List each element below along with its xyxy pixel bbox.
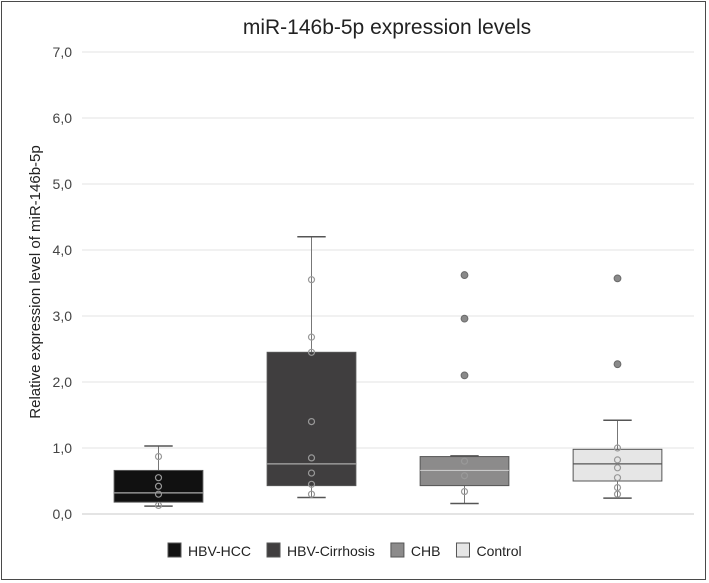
data-point [154, 474, 163, 482]
outlier-point [613, 360, 622, 369]
outlier-point [613, 274, 622, 283]
legend-item: HBV-HCC [167, 542, 251, 559]
data-point [307, 333, 316, 341]
data-point [307, 454, 316, 462]
legend-item: HBV-Cirrhosis [266, 542, 375, 559]
box-series [113, 236, 663, 510]
box-hbv-hcc [113, 445, 204, 510]
legend-swatch [266, 542, 281, 558]
outlier-point [460, 371, 469, 380]
y-axis-label: Relative expression level of miR-146b-5p [27, 145, 44, 418]
legend-swatch [167, 542, 182, 558]
legend-swatch [455, 542, 470, 558]
data-point [460, 457, 469, 465]
box-hbv-cirrhosis [266, 236, 357, 499]
legend-label: HBV-Cirrhosis [287, 543, 375, 559]
y-tick-label: 0,0 [53, 506, 73, 522]
data-point [613, 490, 622, 498]
box-control [572, 274, 663, 499]
data-point [154, 482, 163, 490]
legend-label: HBV-HCC [188, 543, 251, 559]
y-axis-ticks: 0,0 1,0 2,0 3,0 4,0 5,0 6,0 7,0 [53, 44, 73, 522]
legend: HBV-HCC HBV-Cirrhosis CHB Control [167, 542, 522, 559]
data-point [154, 452, 163, 461]
data-point [307, 418, 316, 426]
outlier-point [460, 314, 469, 323]
y-tick-label: 2,0 [53, 374, 73, 390]
data-point [460, 487, 469, 496]
box-chb [419, 271, 510, 505]
data-point [613, 474, 622, 482]
outlier-point [460, 271, 469, 279]
legend-label: Control [476, 543, 521, 559]
data-point [307, 490, 316, 498]
y-tick-label: 5,0 [53, 176, 73, 192]
data-point [460, 472, 469, 480]
y-tick-label: 1,0 [53, 440, 73, 456]
data-point [154, 490, 163, 498]
legend-item: CHB [390, 542, 441, 559]
data-point [307, 348, 316, 356]
chart-title: miR-146b-5p expression levels [243, 16, 531, 39]
y-tick-label: 4,0 [53, 242, 73, 258]
data-point [613, 444, 622, 452]
legend-item: Control [455, 542, 522, 559]
legend-swatch [390, 542, 405, 558]
data-point [307, 276, 316, 284]
y-tick-label: 7,0 [53, 44, 73, 60]
y-tick-label: 6,0 [53, 110, 73, 126]
box-iqr [419, 456, 510, 487]
data-point [307, 480, 316, 488]
legend-label: CHB [411, 543, 441, 559]
data-point [613, 484, 622, 492]
gridlines [82, 51, 694, 515]
data-point [613, 456, 622, 464]
data-point [307, 469, 316, 477]
data-point [613, 464, 622, 472]
y-tick-label: 3,0 [53, 308, 73, 324]
data-point [154, 501, 163, 510]
